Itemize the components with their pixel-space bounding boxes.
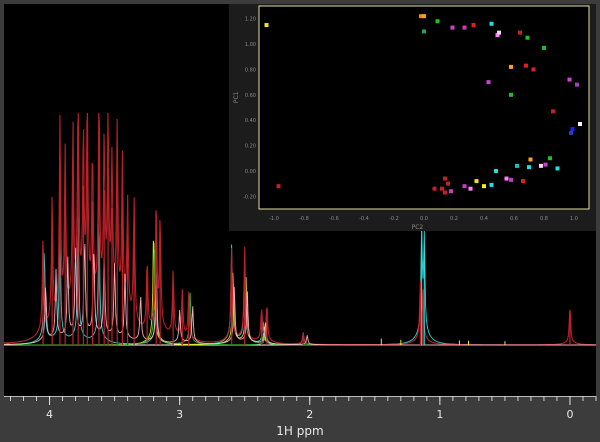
pca-score-point[interactable] — [422, 29, 426, 34]
pca-score-point[interactable] — [449, 189, 453, 194]
pca-score-point[interactable] — [432, 186, 437, 191]
pca-score-point[interactable] — [419, 14, 423, 19]
pca-x-tick-label: -0.4 — [359, 216, 369, 222]
pca-x-tick-label: 0.2 — [450, 216, 458, 222]
pca-score-point[interactable] — [489, 182, 494, 187]
pca-x-tick-label: 0.8 — [540, 216, 548, 222]
pca-score-point[interactable] — [569, 130, 573, 135]
pca-score-point[interactable] — [548, 156, 552, 161]
pca-x-tick-label: 0.0 — [420, 216, 428, 222]
x-tick-label: 1 — [436, 408, 443, 421]
pca-score-point[interactable] — [515, 163, 519, 168]
pca-y-tick-label: 1.20 — [245, 17, 256, 23]
pca-y-axis-title: PC1 — [233, 91, 240, 103]
pca-score-point[interactable] — [504, 176, 509, 181]
pca-score-point[interactable] — [578, 121, 582, 126]
pca-y-tick-label: 0.00 — [245, 169, 256, 175]
pca-score-point[interactable] — [276, 184, 281, 189]
pca-x-tick-label: -0.2 — [389, 216, 399, 222]
pca-y-tick-label: -0.20 — [243, 194, 256, 200]
pca-score-point[interactable] — [443, 190, 447, 195]
pca-score-point[interactable] — [443, 176, 447, 181]
pca-score-point[interactable] — [468, 186, 473, 191]
pca-score-point[interactable] — [521, 179, 525, 184]
pca-x-axis-title: PC2 — [412, 224, 424, 231]
pca-score-point[interactable] — [575, 82, 579, 87]
pca-score-point[interactable] — [435, 19, 440, 24]
ppm-x-axis: 4 3 2 1 0 — [0, 396, 600, 426]
x-axis-title: 1H ppm — [276, 424, 324, 438]
axis-background — [0, 396, 600, 426]
pca-score-point[interactable] — [264, 23, 269, 28]
pca-score-point[interactable] — [551, 109, 555, 114]
pca-score-point[interactable] — [509, 92, 513, 97]
pca-score-point[interactable] — [528, 157, 533, 162]
pca-score-plot-inset[interactable]: -1.0 -0.8 -0.6 -0.4 -0.2 0.0 0.2 0.4 0.6 0.8 1.0 PC… — [229, 4, 596, 231]
pca-score-point[interactable] — [446, 181, 450, 186]
pca-score-point[interactable] — [531, 67, 536, 72]
pca-score-point[interactable] — [525, 35, 530, 40]
nmr-spectrum-chart[interactable] — [4, 4, 596, 396]
pca-y-tick-label: 0.40 — [245, 118, 256, 124]
pca-x-tick-label: -0.6 — [329, 216, 339, 222]
pca-score-point[interactable] — [509, 177, 513, 182]
pca-x-tick-label: -1.0 — [269, 216, 279, 222]
pca-score-point[interactable] — [462, 184, 467, 189]
pca-score-point[interactable] — [440, 186, 444, 191]
pca-score-point[interactable] — [494, 168, 498, 173]
pca-score-point[interactable] — [450, 25, 455, 30]
pca-score-point[interactable] — [570, 127, 575, 132]
pca-score-point[interactable] — [542, 45, 546, 50]
pca-y-tick-label: 0.80 — [245, 67, 256, 73]
pca-score-point[interactable] — [482, 184, 486, 189]
x-tick-label: 3 — [176, 408, 183, 421]
pca-score-point[interactable] — [422, 14, 426, 19]
pca-score-point[interactable] — [524, 63, 528, 68]
pca-score-point[interactable] — [489, 21, 494, 26]
pca-score-point[interactable] — [518, 30, 522, 35]
pca-score-point[interactable] — [486, 80, 491, 85]
x-tick-label: 4 — [46, 408, 53, 421]
pca-score-point[interactable] — [471, 23, 476, 28]
spectrum-series-4 — [4, 243, 596, 346]
pca-score-point[interactable] — [543, 162, 548, 167]
pca-score-point[interactable] — [527, 165, 531, 170]
pca-score-point[interactable] — [555, 166, 560, 171]
pca-x-tick-label: 1.0 — [570, 216, 578, 222]
x-tick-label: 0 — [566, 408, 573, 421]
pca-x-tick-label: 0.6 — [510, 216, 518, 222]
pca-x-tick-label: -0.8 — [299, 216, 309, 222]
x-tick-label: 2 — [306, 408, 313, 421]
pca-score-point[interactable] — [495, 33, 500, 38]
pca-score-point[interactable] — [462, 25, 467, 30]
pca-score-point[interactable] — [567, 77, 572, 82]
pca-y-tick-label: 0.20 — [245, 144, 256, 150]
pca-y-tick-label: 1.00 — [245, 42, 256, 48]
pca-score-point[interactable] — [474, 179, 479, 184]
pca-score-point[interactable] — [497, 30, 501, 35]
pca-y-tick-label: 0.60 — [245, 93, 256, 99]
pca-plot-frame — [258, 5, 590, 210]
pca-score-point[interactable] — [509, 64, 513, 69]
pca-x-tick-label: 0.4 — [480, 216, 488, 222]
pca-scatter-chart[interactable]: -1.0 -0.8 -0.6 -0.4 -0.2 0.0 0.2 0.4 0.6 0.8 1.0 PC… — [229, 4, 596, 231]
pca-score-point[interactable] — [539, 163, 543, 168]
